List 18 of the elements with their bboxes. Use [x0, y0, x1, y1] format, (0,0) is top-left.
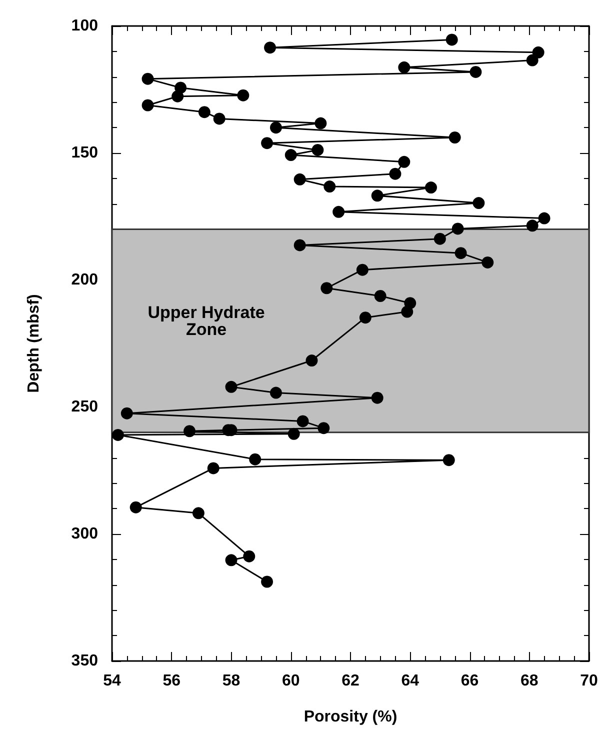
x-tick-label: 70	[580, 672, 598, 690]
x-tick-label: 58	[222, 672, 240, 690]
y-tick-label: 250	[71, 398, 98, 416]
x-tick-label: 66	[460, 672, 479, 690]
band-label: Upper Hydrate Zone	[148, 302, 265, 339]
y-tick-label: 100	[71, 18, 98, 34]
y-axis-title: Depth (mbsf)	[26, 294, 42, 393]
x-tick-label: 64	[401, 672, 420, 690]
x-tick-label: 54	[103, 672, 121, 690]
y-tick-label: 150	[71, 144, 98, 162]
x-axis-title: Porosity (%)	[304, 708, 398, 726]
x-tick-label: 68	[520, 672, 538, 690]
x-tick-label: 56	[162, 672, 181, 690]
y-tick-label: 300	[71, 526, 98, 542]
y-tick-label: 200	[71, 272, 98, 288]
x-tick-label: 60	[282, 672, 300, 690]
x-tick-label: 62	[342, 672, 360, 690]
y-tick-label: 350	[71, 652, 98, 670]
